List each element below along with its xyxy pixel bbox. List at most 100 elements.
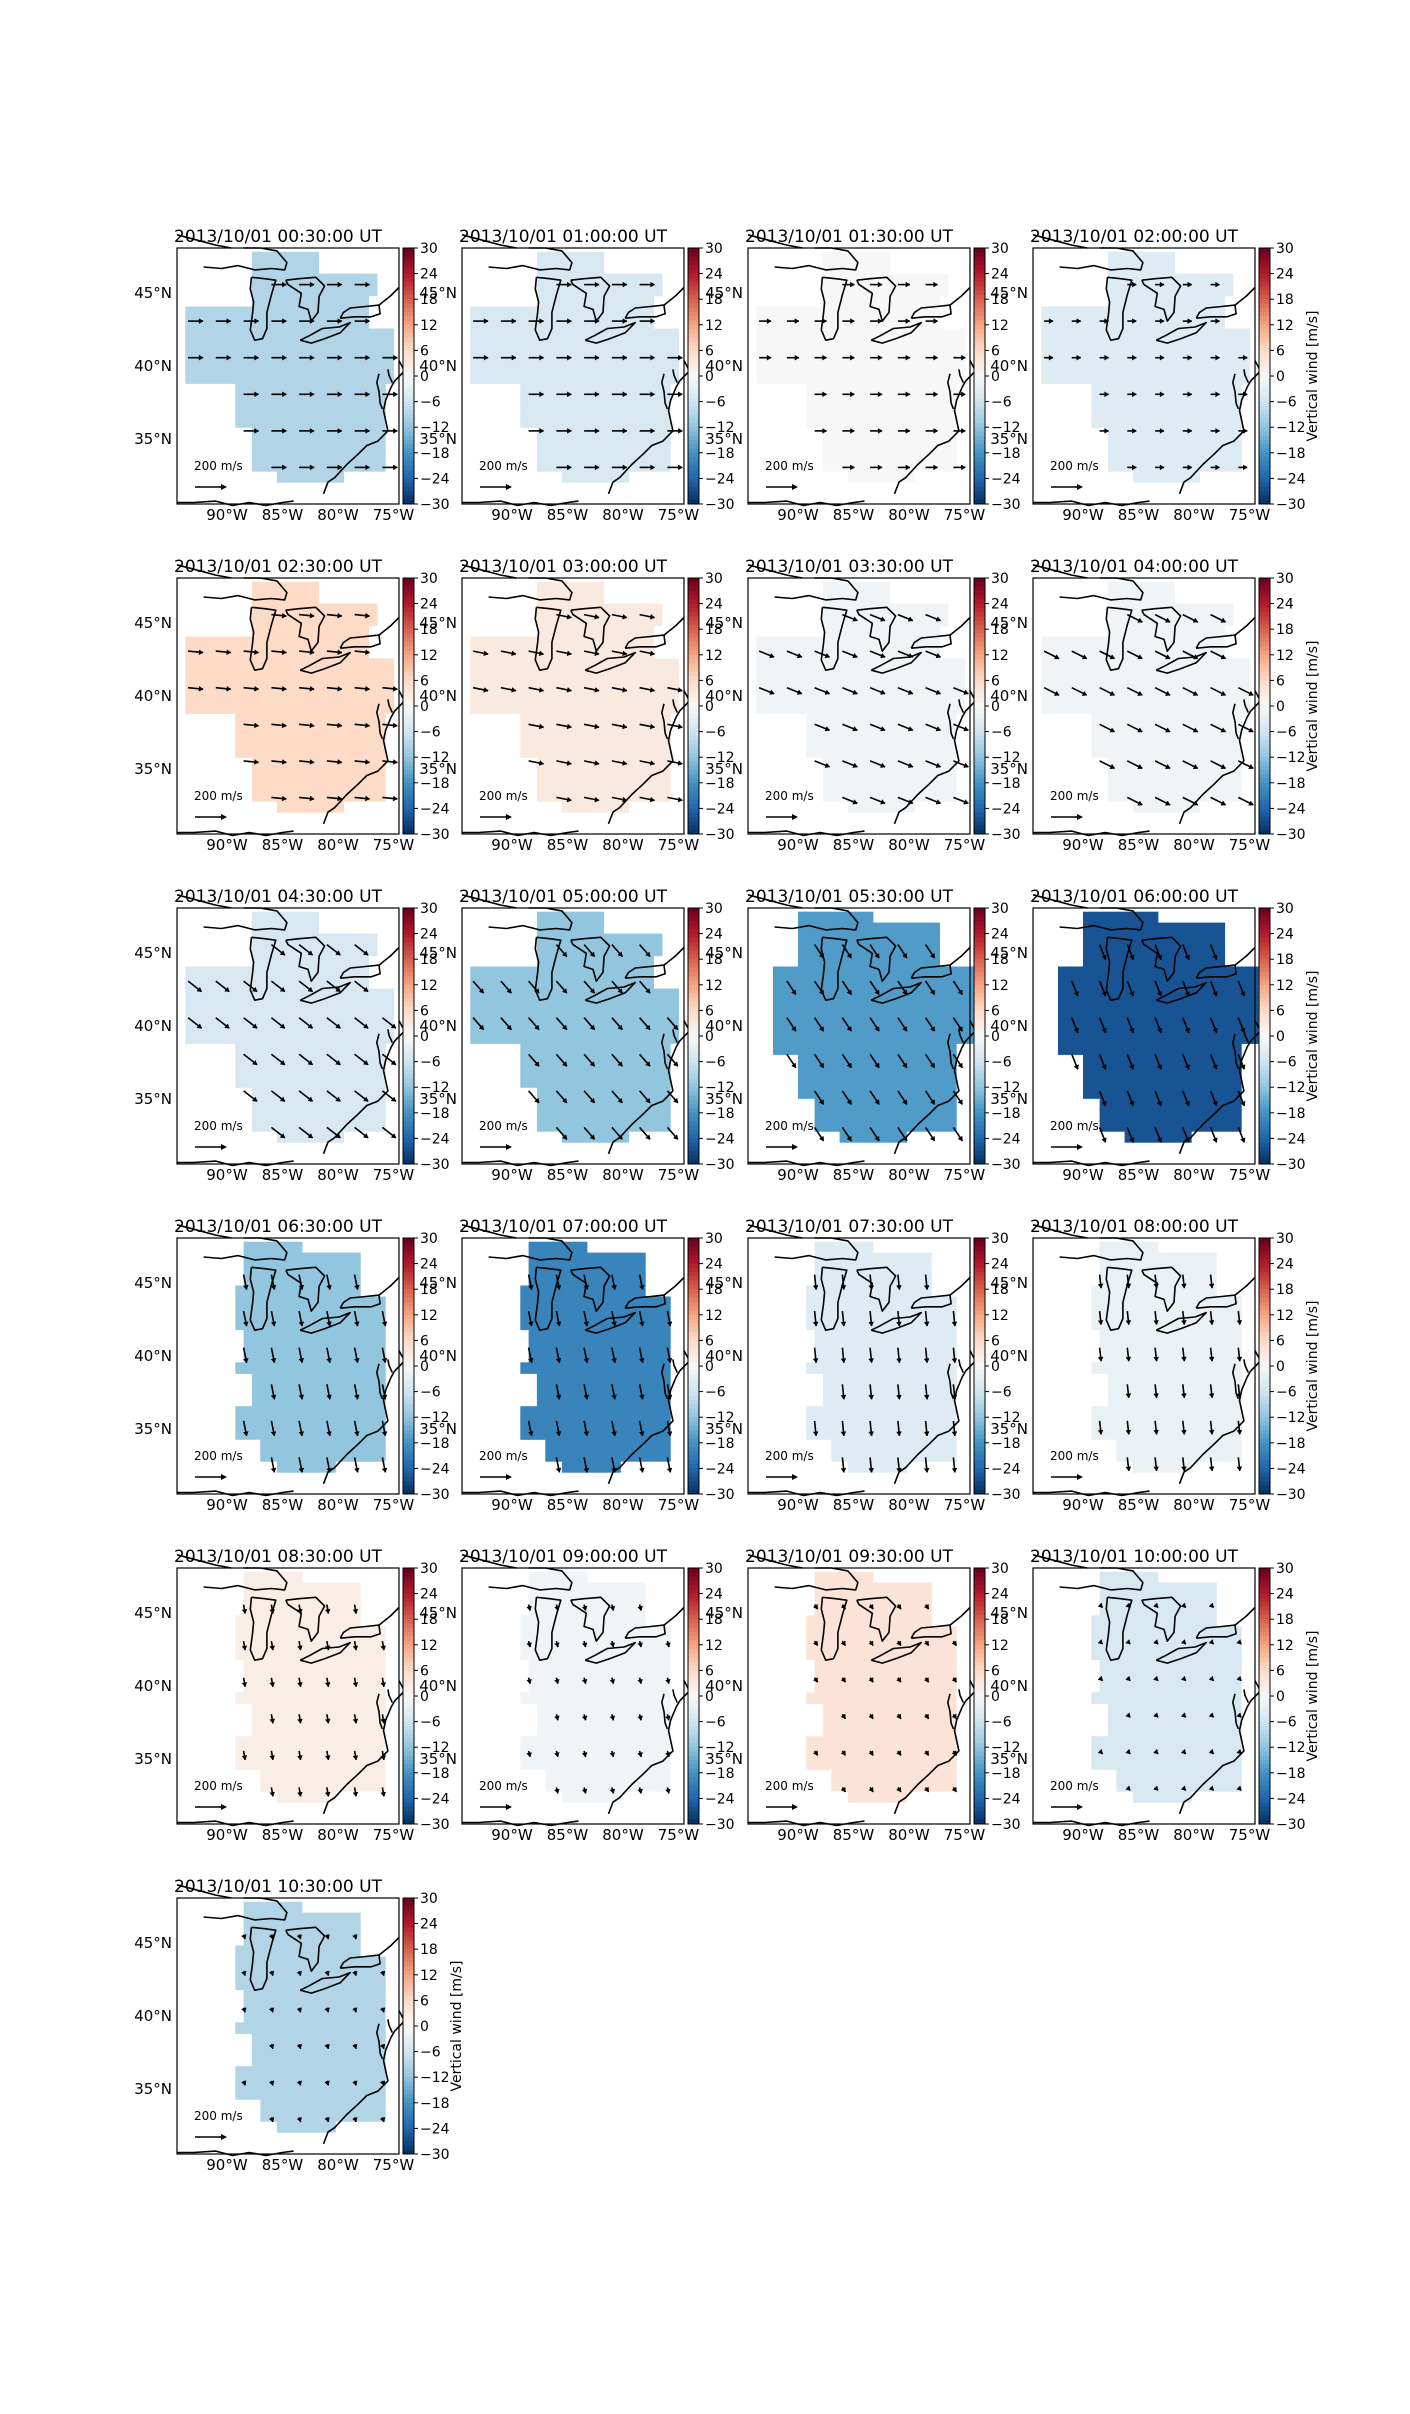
field-cell	[662, 449, 671, 461]
field-cell	[260, 1109, 269, 1121]
field-cell	[260, 1054, 269, 1066]
field-cell	[823, 339, 832, 351]
field-cell	[881, 593, 890, 605]
field-cell	[269, 438, 278, 450]
field-cell	[915, 669, 924, 681]
field-cell	[1066, 659, 1075, 671]
field-cell	[1191, 427, 1200, 439]
colorbar-segment	[403, 393, 414, 398]
field-cell	[545, 405, 554, 417]
field-cell	[235, 1054, 244, 1066]
field-cell	[520, 735, 529, 747]
colorbar-segment	[403, 1062, 414, 1067]
field-cell	[890, 801, 899, 813]
field-cell	[629, 361, 638, 373]
field-cell	[881, 416, 890, 428]
field-cell	[1091, 416, 1100, 428]
colorbar-segment	[974, 367, 985, 372]
field-cell	[856, 702, 865, 714]
field-cell	[185, 659, 194, 671]
colorbar-segment	[688, 753, 699, 758]
colorbar-segment	[688, 646, 699, 651]
field-cell	[302, 1065, 311, 1077]
field-cell	[890, 637, 899, 649]
field-cell	[840, 329, 849, 341]
field-cell	[1175, 637, 1184, 649]
field-cell	[1200, 680, 1209, 692]
field-cell	[956, 350, 965, 362]
field-cell	[545, 438, 554, 450]
field-cell	[823, 394, 832, 406]
colorbar-segment	[403, 321, 414, 326]
field-cell	[831, 779, 840, 791]
colorbar-segment	[688, 329, 699, 334]
field-cell	[327, 615, 336, 627]
field-cell	[612, 383, 621, 395]
colorbar-segment	[974, 466, 985, 471]
colorbar-segment	[1259, 291, 1270, 296]
field-cell	[185, 648, 194, 660]
colorbar-segment	[974, 697, 985, 702]
field-cell	[319, 318, 328, 330]
field-cell	[1216, 285, 1225, 297]
colorbar-segment	[1259, 393, 1270, 398]
field-cell	[562, 427, 571, 439]
field-cell	[570, 735, 579, 747]
field-cell	[570, 626, 579, 638]
field-cell	[1150, 746, 1159, 758]
field-cell	[612, 669, 621, 681]
colorbar-segment	[974, 608, 985, 613]
field-cell	[185, 329, 194, 341]
field-cell	[520, 339, 529, 351]
field-cell	[495, 659, 504, 671]
field-cell	[906, 702, 915, 714]
field-cell	[319, 427, 328, 439]
colorbar-segment	[974, 693, 985, 698]
colorbar-segment	[1259, 723, 1270, 728]
field-cell	[277, 1120, 286, 1132]
field-cell	[294, 746, 303, 758]
colorbar-segment	[974, 474, 985, 479]
field-cell	[504, 669, 513, 681]
field-cell	[756, 329, 765, 341]
colorbar-segment	[974, 825, 985, 830]
field-cell	[1216, 746, 1225, 758]
colorbar-segment	[403, 972, 414, 977]
field-cell	[1158, 702, 1167, 714]
field-cell	[595, 713, 604, 725]
field-cell	[385, 999, 394, 1011]
field-cell	[629, 449, 638, 461]
field-cell	[898, 372, 907, 384]
field-cell	[898, 274, 907, 286]
field-cell	[310, 1065, 319, 1077]
field-cell	[579, 648, 588, 660]
field-cell	[1158, 593, 1167, 605]
field-cell	[840, 713, 849, 725]
lon-tick-label: 85°W	[547, 506, 589, 524]
colorbar-segment	[688, 453, 699, 458]
field-cell	[554, 648, 563, 660]
field-cell	[537, 416, 546, 428]
field-cell	[554, 790, 563, 802]
field-cell	[252, 615, 261, 627]
field-cell	[1116, 394, 1125, 406]
field-cell	[235, 724, 244, 736]
field-cell	[504, 691, 513, 703]
field-cell	[369, 713, 378, 725]
field-cell	[235, 1043, 244, 1055]
colorbar-segment	[1259, 466, 1270, 471]
colorbar-segment	[403, 342, 414, 347]
field-cell	[319, 757, 328, 769]
field-cell	[612, 296, 621, 308]
field-cell	[831, 296, 840, 308]
coastline-stLawrence	[950, 288, 970, 306]
field-cell	[352, 956, 361, 968]
field-cell	[327, 285, 336, 297]
field-cell	[260, 713, 269, 725]
field-cell	[1216, 735, 1225, 747]
field-cell	[252, 691, 261, 703]
field-cell	[773, 669, 782, 681]
field-cell	[352, 405, 361, 417]
